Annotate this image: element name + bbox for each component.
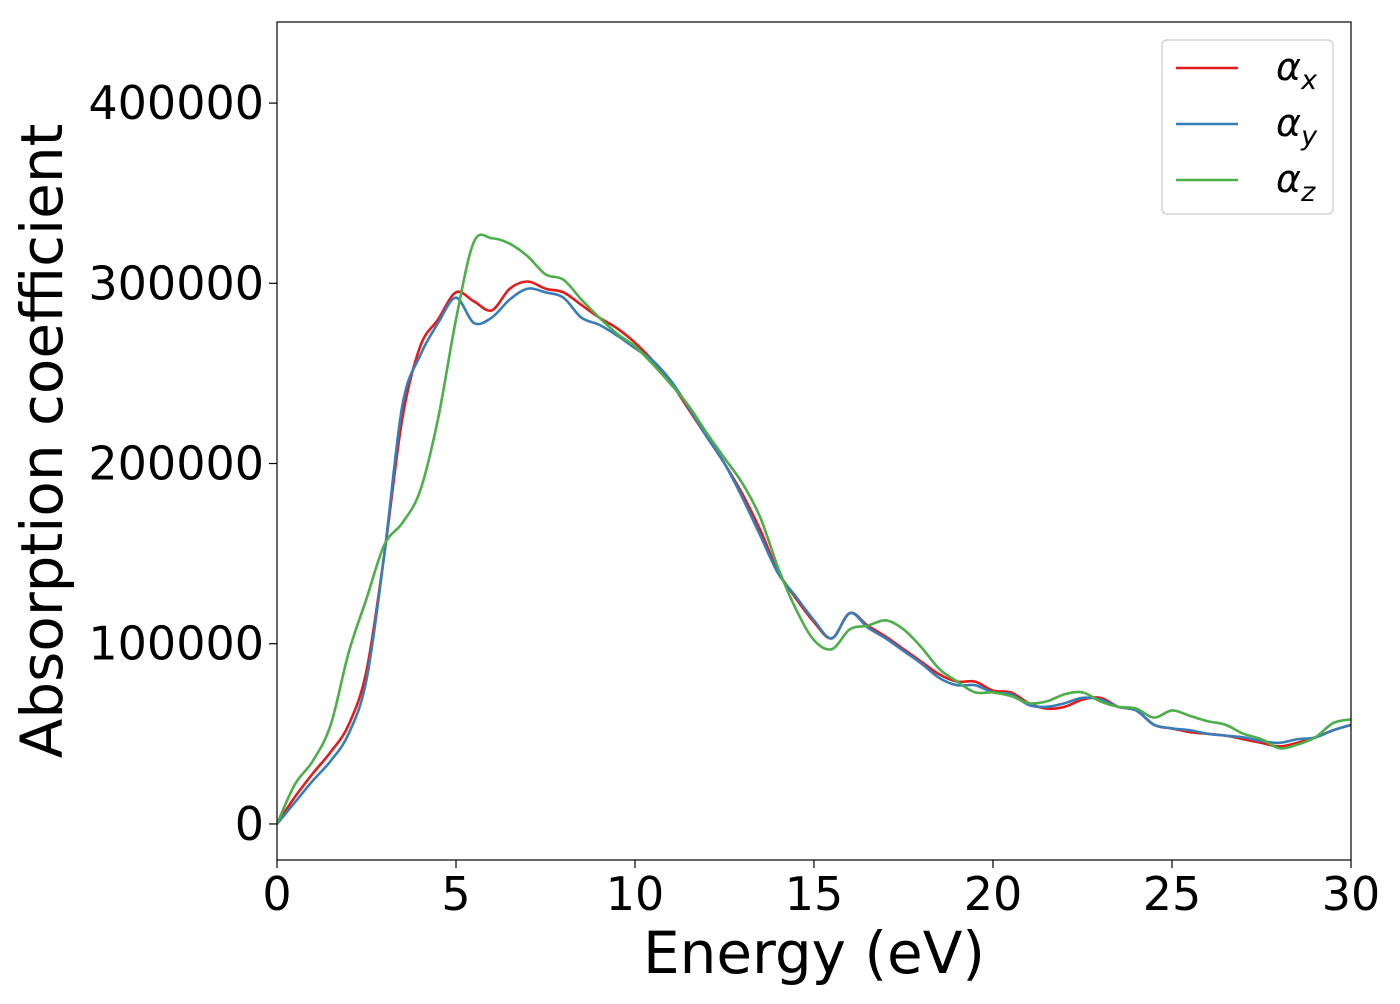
x-tick-label: 25 [1143, 867, 1202, 921]
y-axis-label: Absorption coefficient [8, 124, 76, 759]
legend-label: αx [1276, 45, 1318, 96]
legend-item-alpha-y: αy [1176, 101, 1318, 152]
y-ticks: 0 100000 200000 300000 400000 [88, 76, 277, 851]
legend-label: αy [1276, 101, 1318, 152]
x-ticks: 0 5 10 15 20 25 30 [262, 860, 1380, 921]
legend-item-alpha-x: αx [1176, 45, 1318, 96]
x-tick-label: 20 [964, 867, 1023, 921]
series-line-alpha-x [277, 280, 1351, 825]
x-tick-label: 0 [262, 867, 291, 921]
x-tick-label: 15 [785, 867, 844, 921]
x-tick-label: 10 [606, 867, 665, 921]
series-layer [277, 233, 1351, 825]
x-tick-label: 30 [1322, 867, 1381, 921]
series-line-alpha-y [277, 287, 1351, 825]
y-tick-label: 300000 [88, 256, 264, 310]
y-tick-label: 200000 [88, 437, 264, 491]
legend-item-alpha-z: αz [1176, 157, 1316, 208]
series-line-alpha-z [277, 233, 1351, 825]
x-axis-label: Energy (eV) [643, 919, 985, 987]
y-tick-label: 400000 [88, 76, 264, 130]
legend-box [1161, 39, 1334, 215]
x-tick-label: 5 [441, 867, 470, 921]
y-tick-label: 100000 [88, 617, 264, 671]
legend-label: αz [1276, 157, 1316, 208]
y-tick-label: 0 [235, 797, 264, 851]
